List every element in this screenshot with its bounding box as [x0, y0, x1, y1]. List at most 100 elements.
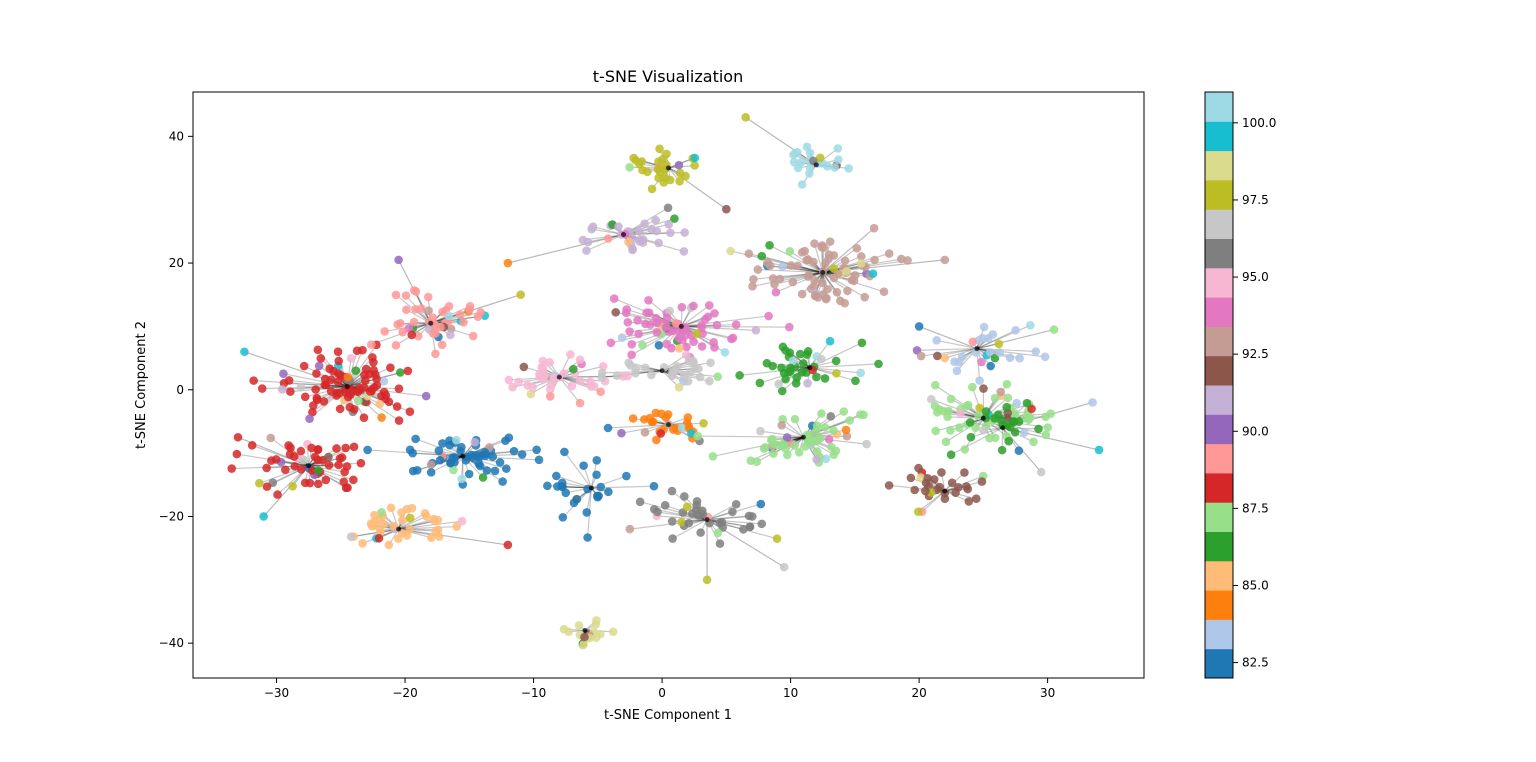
data-point	[409, 286, 419, 295]
colorbar-segment	[1205, 385, 1233, 415]
colorbar-segments	[1205, 92, 1233, 679]
data-point	[756, 499, 766, 509]
data-point	[829, 251, 839, 260]
data-point	[971, 494, 981, 503]
data-point	[859, 410, 868, 420]
data-point	[609, 294, 619, 303]
cluster-edge	[950, 427, 1003, 456]
data-point	[405, 445, 415, 455]
data-point	[903, 256, 912, 265]
data-point	[426, 468, 436, 477]
y-tick-label: −40	[159, 636, 184, 650]
cluster-hub	[666, 165, 671, 171]
data-point	[930, 380, 940, 390]
data-point	[284, 376, 294, 385]
data-point	[765, 261, 775, 270]
data-point	[273, 490, 282, 499]
data-point	[790, 148, 800, 158]
data-point	[286, 387, 295, 396]
data-point	[621, 308, 631, 318]
data-point	[954, 357, 964, 367]
data-point	[856, 368, 865, 378]
data-point	[1005, 353, 1015, 363]
cluster-edge	[351, 528, 399, 538]
data-point	[438, 439, 447, 448]
cluster-edge	[797, 265, 823, 274]
data-point	[349, 475, 358, 485]
data-point	[516, 290, 526, 300]
data-point	[299, 361, 309, 371]
data-point	[329, 366, 338, 376]
data-point	[431, 349, 440, 359]
cluster-edge	[559, 376, 591, 383]
data-point	[713, 372, 723, 381]
data-point	[652, 328, 662, 337]
data-point	[377, 508, 386, 517]
cluster-edge	[398, 515, 427, 530]
data-point	[316, 354, 326, 363]
data-point	[475, 450, 485, 460]
data-point	[782, 433, 792, 442]
data-point	[851, 376, 860, 386]
data-point	[744, 249, 754, 258]
plot-area	[192, 91, 1145, 679]
cluster-edge	[263, 465, 310, 517]
data-point	[829, 450, 839, 459]
data-point	[786, 261, 796, 270]
data-point	[728, 507, 737, 517]
data-point	[778, 262, 787, 272]
data-point	[586, 382, 596, 391]
data-point	[640, 219, 649, 229]
data-point	[762, 358, 772, 368]
data-point	[1002, 379, 1012, 389]
cluster-hub	[666, 422, 671, 428]
data-point	[628, 414, 638, 423]
data-point	[545, 358, 555, 367]
data-point	[639, 415, 649, 424]
data-point	[1029, 437, 1038, 447]
y-tick-label: 20	[169, 256, 184, 270]
cluster-edge	[672, 519, 708, 540]
data-point	[695, 372, 705, 382]
data-point	[812, 372, 821, 382]
y-axis-ticks: −40 −20 0 20 40	[159, 129, 193, 650]
data-point	[981, 407, 991, 416]
data-point	[349, 442, 359, 452]
data-point	[611, 308, 620, 317]
data-point	[532, 445, 541, 455]
cluster-hub	[588, 485, 594, 491]
data-point	[351, 366, 361, 375]
colorbar: 82.5 85.0 87.5 90.0 92.5 95.0 97.5 100.0	[1204, 91, 1276, 679]
data-point	[320, 380, 330, 390]
cluster-edge	[964, 417, 984, 450]
data-point	[960, 445, 970, 454]
cluster-hub	[460, 453, 466, 459]
data-point	[431, 526, 441, 536]
data-point	[587, 224, 596, 234]
data-point	[361, 376, 370, 385]
data-point	[990, 353, 1000, 363]
data-point	[579, 640, 588, 649]
data-point	[680, 228, 689, 237]
data-point	[498, 477, 507, 486]
x-tick-label: −10	[521, 686, 546, 700]
data-point	[233, 432, 243, 442]
data-point	[677, 517, 686, 527]
data-point	[426, 460, 436, 470]
cluster-hub	[820, 270, 826, 276]
data-point	[661, 322, 671, 331]
data-point	[946, 394, 956, 404]
data-point	[829, 426, 838, 435]
data-point	[300, 392, 310, 402]
data-point	[652, 435, 661, 445]
data-point	[997, 445, 1007, 455]
data-point	[409, 317, 419, 327]
data-point	[956, 409, 965, 418]
data-point	[284, 441, 293, 450]
data-point	[914, 463, 923, 473]
data-point	[404, 324, 414, 333]
data-point	[795, 349, 805, 359]
data-point	[597, 368, 607, 378]
cluster-edge	[398, 528, 436, 532]
data-point	[468, 331, 478, 341]
